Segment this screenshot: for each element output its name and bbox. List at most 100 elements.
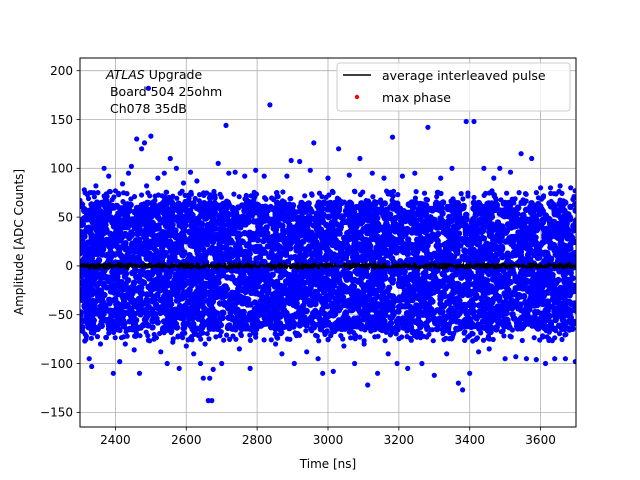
- data-point: [269, 233, 276, 241]
- data-point: [339, 255, 346, 262]
- data-point: [434, 206, 442, 213]
- data-point: [209, 238, 217, 246]
- data-point: [286, 299, 293, 307]
- data-point: [568, 300, 575, 308]
- data-point: [209, 314, 217, 321]
- data-point: [512, 215, 520, 222]
- data-point: [340, 320, 348, 328]
- data-point: [201, 283, 208, 291]
- data-point: [414, 271, 421, 278]
- data-point: [380, 242, 388, 250]
- data-point: [546, 268, 553, 275]
- data-point: [562, 307, 570, 314]
- data-point: [182, 304, 189, 311]
- data-point: [232, 316, 239, 324]
- data-point: [304, 297, 311, 304]
- data-point: [157, 286, 164, 293]
- data-point: [218, 270, 226, 277]
- data-point: [396, 235, 404, 242]
- data-point: [259, 258, 267, 266]
- data-point: [458, 274, 465, 281]
- data-point: [408, 306, 415, 313]
- data-point: [389, 303, 396, 310]
- data-point: [274, 201, 281, 208]
- data-point: [154, 319, 161, 326]
- data-point: [294, 290, 301, 298]
- data-point: [510, 243, 518, 250]
- data-point: [275, 254, 282, 261]
- data-point: [541, 322, 548, 329]
- data-point: [472, 273, 479, 281]
- data-point: [567, 269, 574, 277]
- data-point: [93, 211, 100, 218]
- data-point: [361, 243, 369, 251]
- data-point: [490, 316, 498, 323]
- data-point: [253, 257, 260, 264]
- data-point: [335, 307, 343, 314]
- data-point: [462, 226, 470, 233]
- data-point: [420, 256, 427, 263]
- data-point: [353, 320, 360, 327]
- data-point: [562, 225, 569, 232]
- data-point: [280, 311, 288, 318]
- data-point: [97, 312, 104, 320]
- data-point: [393, 318, 401, 325]
- data-point: [259, 311, 267, 318]
- data-point: [124, 302, 131, 309]
- data-point: [92, 324, 99, 332]
- data-point: [228, 252, 235, 259]
- data-point: [343, 210, 350, 218]
- data-point: [572, 201, 576, 208]
- data-point: [154, 291, 161, 298]
- data-point: [557, 240, 564, 248]
- data-point: [306, 236, 313, 243]
- data-point: [445, 293, 453, 300]
- data-point: [143, 237, 150, 244]
- data-point: [503, 316, 510, 323]
- data-point: [445, 232, 452, 240]
- data-point: [318, 277, 326, 284]
- data-point: [308, 229, 315, 236]
- data-point: [369, 304, 377, 312]
- data-point: [207, 301, 215, 308]
- data-point: [114, 233, 121, 241]
- data-point: [95, 256, 103, 264]
- data-point: [167, 247, 175, 254]
- data-point: [130, 253, 137, 261]
- data-point: [460, 318, 467, 325]
- data-point: [116, 211, 123, 218]
- data-point: [284, 290, 291, 297]
- data-point: [317, 285, 324, 292]
- data-point: [432, 275, 439, 283]
- data-point: [484, 282, 492, 289]
- data-point: [229, 289, 236, 296]
- data-point: [297, 221, 304, 228]
- data-point: [163, 271, 170, 278]
- data-point: [452, 312, 459, 320]
- data-point: [270, 305, 277, 312]
- data-point: [289, 202, 297, 209]
- data-point: [375, 226, 382, 234]
- data-point: [417, 210, 424, 217]
- data-point: [315, 209, 323, 217]
- data-point: [300, 257, 308, 264]
- data-point: [565, 318, 573, 325]
- data-point: [106, 205, 114, 213]
- data-point: [496, 207, 504, 214]
- data-point: [319, 216, 326, 223]
- data-point: [547, 233, 554, 241]
- data-point: [382, 308, 390, 315]
- data-point: [444, 299, 451, 307]
- data-point: [539, 239, 546, 247]
- data-point: [148, 309, 155, 317]
- data-point: [517, 253, 525, 261]
- data-point: [322, 239, 329, 246]
- data-point: [231, 301, 238, 308]
- data-point: [551, 219, 558, 227]
- data-point: [459, 291, 466, 299]
- data-point: [543, 225, 551, 232]
- data-point: [134, 230, 141, 237]
- data-point: [464, 241, 472, 248]
- data-point: [157, 304, 164, 311]
- data-point: [252, 247, 259, 255]
